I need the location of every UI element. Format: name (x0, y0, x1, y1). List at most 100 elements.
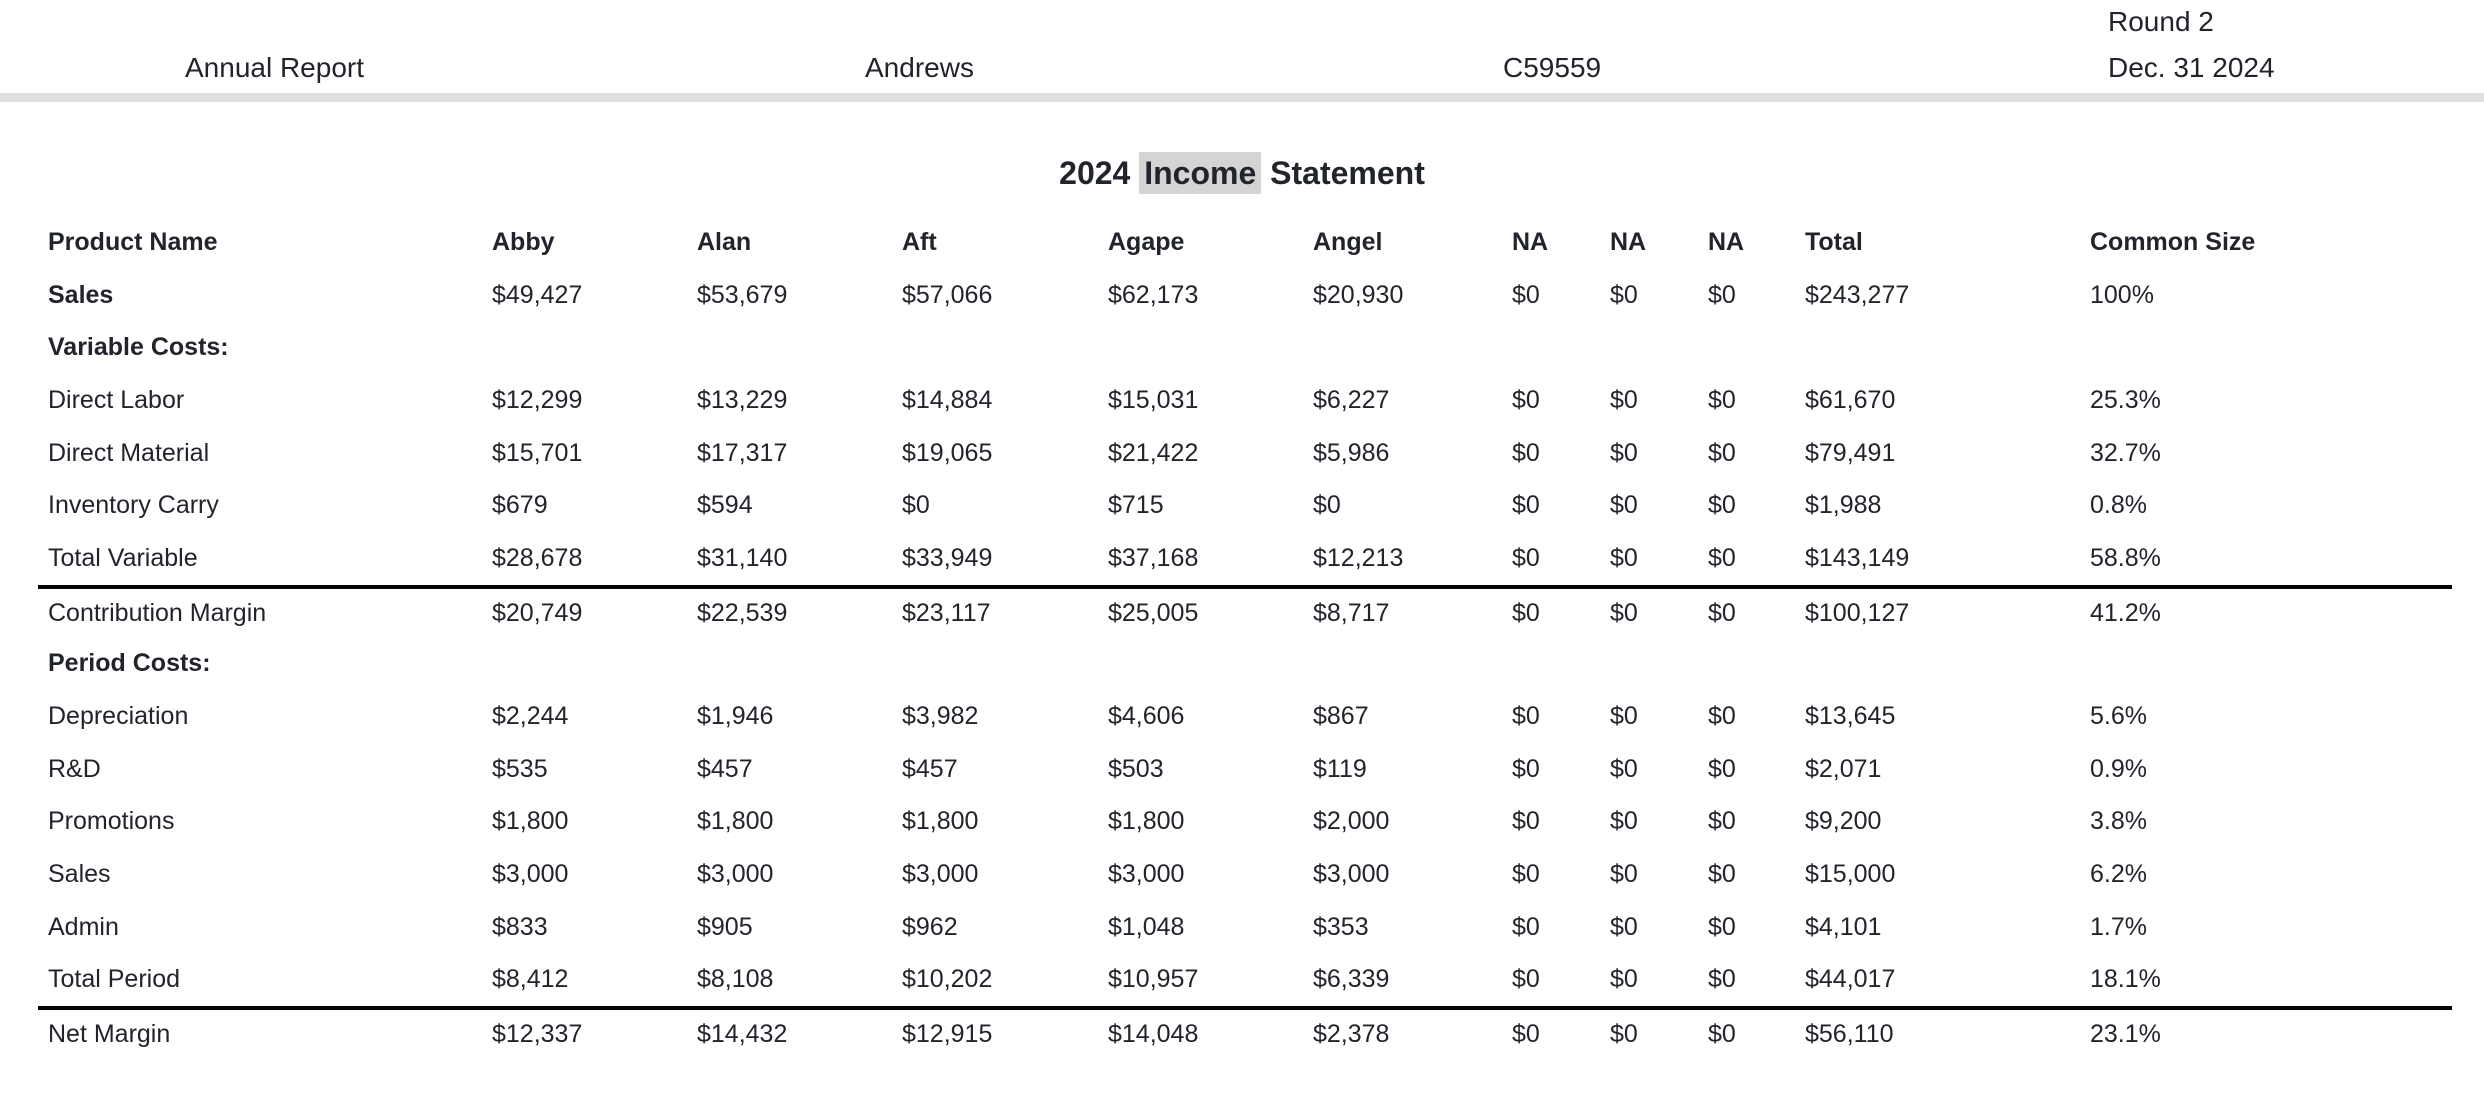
cell-value: $0 (1512, 280, 1540, 309)
cell-value: $14,432 (697, 1020, 788, 1049)
round-label: Round 2 (2108, 6, 2214, 37)
row-label: Direct Material (48, 438, 210, 467)
cell-value: $31,140 (697, 543, 788, 572)
cell-value: $5,986 (1313, 438, 1390, 467)
cell-value: $0 (1610, 385, 1638, 414)
report-header: Annual Report Andrews C59559 Round 2 Dec… (0, 0, 2484, 93)
cell-value: $867 (1313, 702, 1369, 731)
cell-value: $0 (1610, 280, 1638, 309)
cell-value: $8,717 (1313, 598, 1390, 627)
cell-value: $79,491 (1805, 438, 1896, 467)
cell-value: 100% (2090, 280, 2154, 309)
cell-value: 18.1% (2090, 965, 2161, 994)
column-header: Alan (697, 227, 752, 256)
cell-value: $243,277 (1805, 280, 1910, 309)
cell-value: $679 (492, 491, 548, 520)
cell-value: $13,229 (697, 385, 788, 414)
cell-value: $0 (1610, 491, 1638, 520)
cell-value: $0 (1512, 702, 1540, 731)
cell-value: 0.9% (2090, 754, 2147, 783)
row-label: Contribution Margin (48, 598, 267, 627)
cell-value: $0 (1512, 1020, 1540, 1049)
cell-value: $13,645 (1805, 702, 1896, 731)
cell-value: $8,412 (492, 965, 569, 994)
cell-value: $20,930 (1313, 280, 1404, 309)
table-row: Net Margin $12,337 $14,432 $12,915 $14,048 $2… (38, 1006, 2452, 1059)
cell-value: $1,946 (697, 702, 774, 731)
cell-value: $3,000 (1313, 860, 1390, 889)
cell-value: $0 (1512, 491, 1540, 520)
column-header: Angel (1313, 227, 1383, 256)
column-header: Common Size (2090, 227, 2256, 256)
column-header-product-name: Product Name (48, 227, 218, 256)
title-suffix: Statement (1261, 155, 1425, 191)
cell-value: $62,173 (1108, 280, 1199, 309)
cell-value: $0 (1512, 754, 1540, 783)
cell-value: $0 (1708, 543, 1736, 572)
cell-value: $19,065 (902, 438, 993, 467)
table-row: R&D $535 $457 $457 $503 $119 $0 $0 $0 $2,071 0.9% (38, 743, 2452, 796)
row-label: Promotions (48, 807, 175, 836)
table-row: Contribution Margin $20,749 $22,539 $23,117… (38, 584, 2452, 638)
cell-value: $3,000 (1108, 860, 1185, 889)
cell-value: $0 (1708, 702, 1736, 731)
cell-value: $37,168 (1108, 543, 1199, 572)
row-label: Inventory Carry (48, 491, 219, 520)
cell-value: $0 (1708, 280, 1736, 309)
cell-value: $3,000 (697, 860, 774, 889)
cell-value: $6,339 (1313, 965, 1390, 994)
cell-value: $44,017 (1805, 965, 1896, 994)
cell-value: $10,202 (902, 965, 993, 994)
page-title: 2024 Income Statement (0, 152, 2484, 194)
cell-value: $0 (1610, 860, 1638, 889)
cell-value: $0 (1708, 438, 1736, 467)
cell-value: 1.7% (2090, 912, 2147, 941)
cell-value: $61,670 (1805, 385, 1896, 414)
row-label: Net Margin (48, 1020, 171, 1049)
cell-value: $10,957 (1108, 965, 1199, 994)
row-label: Admin (48, 912, 119, 941)
cell-value: $23,117 (902, 598, 991, 627)
table-row: Period Costs: (38, 638, 2452, 691)
table-row: Admin $833 $905 $962 $1,048 $353 $0 $0 $0 $4,101 1… (38, 901, 2452, 954)
income-statement-table: Product Name Abby Alan Aft Agape Angel NA NA NA T… (38, 216, 2452, 1059)
cell-value: 25.3% (2090, 385, 2161, 414)
row-label: Period Costs: (48, 649, 211, 678)
row-label: Total Period (48, 965, 181, 994)
table-row: Depreciation $2,244 $1,946 $3,982 $4,606 $867… (38, 690, 2452, 743)
cell-value: 32.7% (2090, 438, 2161, 467)
table-row: Total Variable $28,678 $31,140 $33,949 $37,1… (38, 532, 2452, 585)
cell-value: $0 (1512, 543, 1540, 572)
cell-value: $143,149 (1805, 543, 1910, 572)
cell-value: $0 (1708, 754, 1736, 783)
cell-value: $0 (1610, 702, 1638, 731)
cell-value: $14,048 (1108, 1020, 1199, 1049)
cell-value: $1,988 (1805, 491, 1882, 520)
column-header: NA (1610, 227, 1647, 256)
column-header: NA (1512, 227, 1549, 256)
cell-value: $3,982 (902, 702, 979, 731)
cell-value: $1,048 (1108, 912, 1185, 941)
cell-value: $0 (1512, 912, 1540, 941)
row-label: Direct Labor (48, 385, 185, 414)
cell-value: $594 (697, 491, 753, 520)
cell-value: $0 (1512, 598, 1540, 627)
cell-value: $2,244 (492, 702, 569, 731)
cell-value: $0 (1708, 1020, 1736, 1049)
cell-value: $8,108 (697, 965, 774, 994)
cell-value: 5.6% (2090, 702, 2147, 731)
column-header: Total (1805, 227, 1863, 256)
cell-value: $9,200 (1805, 807, 1882, 836)
table-row: Variable Costs: (38, 321, 2452, 374)
cell-value: $0 (1512, 860, 1540, 889)
cell-value: $6,227 (1313, 385, 1390, 414)
column-header: Abby (492, 227, 555, 256)
column-header: Aft (902, 227, 937, 256)
cell-value: $57,066 (902, 280, 993, 309)
cell-value: $21,422 (1108, 438, 1199, 467)
cell-value: 41.2% (2090, 598, 2161, 627)
cell-value: $56,110 (1805, 1020, 1894, 1049)
table-row: Direct Material $15,701 $17,317 $19,065 $21,… (38, 427, 2452, 480)
cell-value: $715 (1108, 491, 1164, 520)
cell-value: $100,127 (1805, 598, 1910, 627)
